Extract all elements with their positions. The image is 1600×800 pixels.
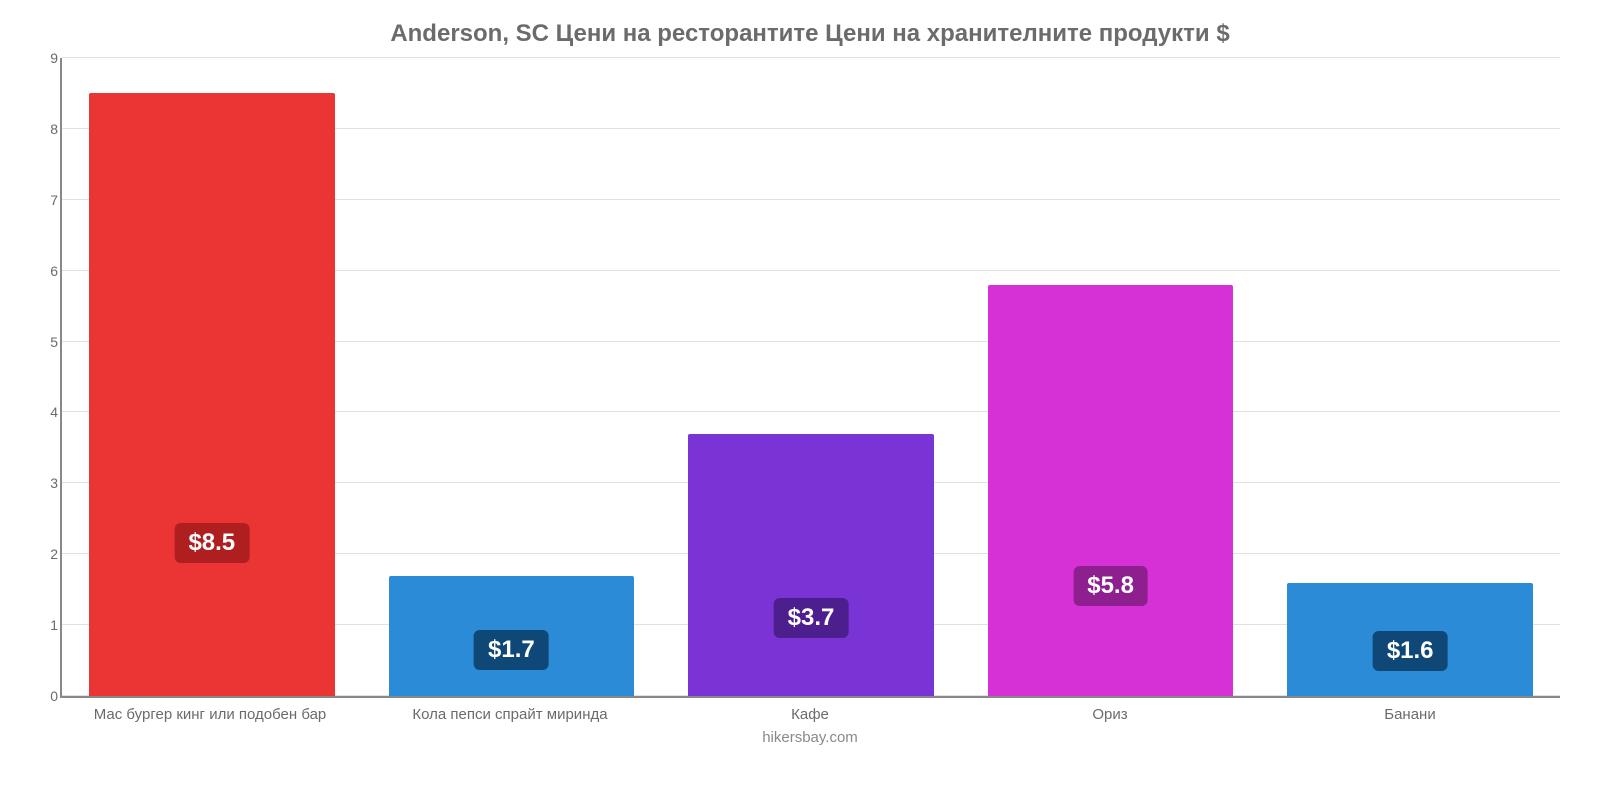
x-axis-label: Кафе	[660, 706, 960, 723]
x-axis-label: Мас бургер кинг или подобен бар	[60, 706, 360, 723]
y-tick-label: 0	[28, 688, 58, 704]
plot-area: 0123456789$8.5$1.7$3.7$5.8$1.6	[60, 58, 1560, 698]
y-tick-label: 8	[28, 121, 58, 137]
bar-slot: $8.5	[62, 58, 362, 696]
value-label: $8.5	[174, 523, 249, 563]
value-label: $5.8	[1073, 566, 1148, 606]
y-tick-label: 5	[28, 334, 58, 350]
y-tick-label: 4	[28, 404, 58, 420]
bar: $1.6	[1287, 583, 1533, 696]
y-tick-label: 6	[28, 263, 58, 279]
value-label: $1.7	[474, 630, 549, 670]
value-label: $1.6	[1373, 631, 1448, 671]
y-tick-label: 2	[28, 546, 58, 562]
x-axis-label: Кола пепси спрайт миринда	[360, 706, 660, 723]
value-label: $3.7	[774, 598, 849, 638]
bar: $3.7	[688, 434, 934, 696]
x-axis-label: Ориз	[960, 706, 1260, 723]
price-bar-chart: Anderson, SC Цени на ресторантите Цени н…	[0, 0, 1600, 800]
attribution-text: hikersbay.com	[60, 729, 1560, 746]
chart-title: Anderson, SC Цени на ресторантите Цени н…	[60, 20, 1560, 48]
bar-slot: $3.7	[661, 58, 961, 696]
y-tick-label: 9	[28, 50, 58, 66]
x-axis-label: Банани	[1260, 706, 1560, 723]
bar: $8.5	[89, 93, 335, 696]
bar-slot: $1.6	[1260, 58, 1560, 696]
y-tick-label: 3	[28, 475, 58, 491]
bar: $5.8	[988, 285, 1234, 696]
bar-slot: $1.7	[362, 58, 662, 696]
bar: $1.7	[389, 576, 635, 697]
x-axis-labels: Мас бургер кинг или подобен барКола пепс…	[60, 706, 1560, 723]
y-tick-label: 1	[28, 617, 58, 633]
y-tick-label: 7	[28, 192, 58, 208]
bar-slot: $5.8	[961, 58, 1261, 696]
